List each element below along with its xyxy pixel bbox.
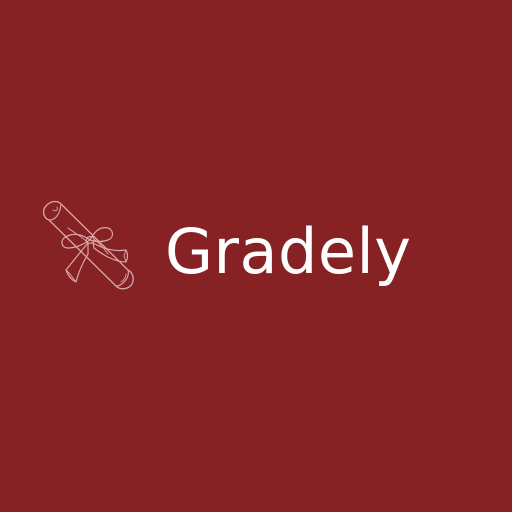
diploma-scroll-icon [38, 198, 138, 302]
brand-wordmark: Gradely [165, 215, 412, 288]
